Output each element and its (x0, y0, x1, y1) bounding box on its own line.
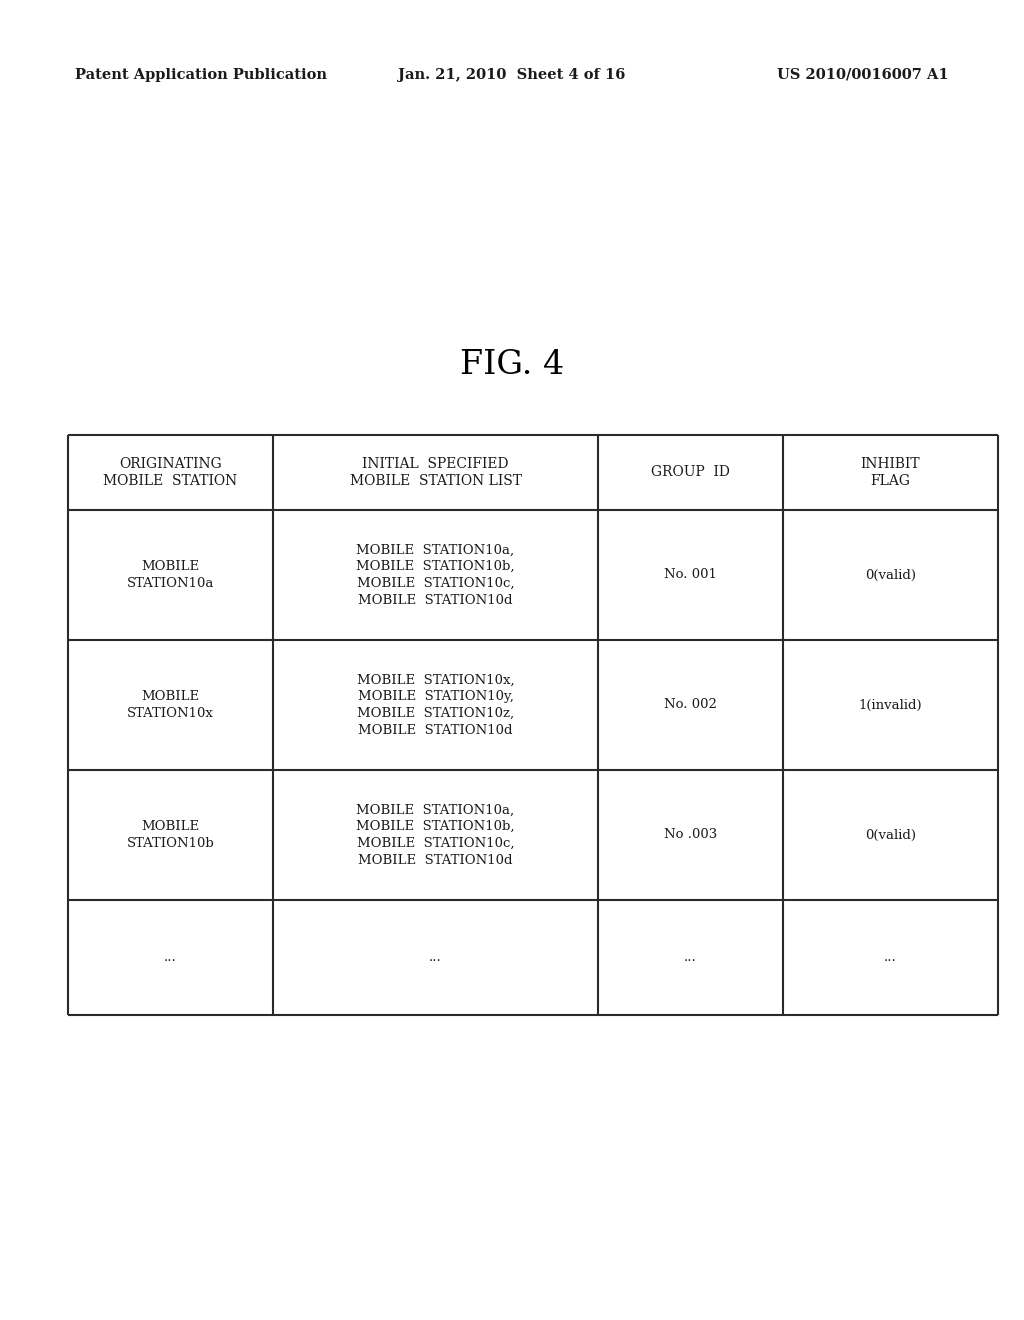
Text: INHIBIT
FLAG: INHIBIT FLAG (861, 457, 921, 488)
Text: MOBILE
STATION10a: MOBILE STATION10a (127, 560, 214, 590)
Text: MOBILE  STATION10x,
MOBILE  STATION10y,
MOBILE  STATION10z,
MOBILE  STATION10d: MOBILE STATION10x, MOBILE STATION10y, MO… (356, 673, 514, 737)
Text: MOBILE  STATION10a,
MOBILE  STATION10b,
MOBILE  STATION10c,
MOBILE  STATION10d: MOBILE STATION10a, MOBILE STATION10b, MO… (356, 804, 515, 867)
Text: ORIGINATING
MOBILE  STATION: ORIGINATING MOBILE STATION (103, 457, 238, 488)
Text: ...: ... (429, 950, 442, 964)
Text: MOBILE
STATION10x: MOBILE STATION10x (127, 690, 214, 719)
Text: 0(valid): 0(valid) (865, 569, 916, 582)
Text: ...: ... (884, 950, 897, 964)
Text: 1(invalid): 1(invalid) (859, 698, 923, 711)
Text: ...: ... (684, 950, 697, 964)
Text: Patent Application Publication: Patent Application Publication (75, 69, 327, 82)
Text: 0(valid): 0(valid) (865, 829, 916, 842)
Text: MOBILE
STATION10b: MOBILE STATION10b (127, 820, 214, 850)
Text: No. 002: No. 002 (664, 698, 717, 711)
Text: No. 001: No. 001 (664, 569, 717, 582)
Text: US 2010/0016007 A1: US 2010/0016007 A1 (777, 69, 949, 82)
Text: ...: ... (164, 950, 177, 964)
Text: MOBILE  STATION10a,
MOBILE  STATION10b,
MOBILE  STATION10c,
MOBILE  STATION10d: MOBILE STATION10a, MOBILE STATION10b, MO… (356, 544, 515, 607)
Text: No .003: No .003 (664, 829, 717, 842)
Text: FIG. 4: FIG. 4 (460, 348, 564, 381)
Text: Jan. 21, 2010  Sheet 4 of 16: Jan. 21, 2010 Sheet 4 of 16 (398, 69, 626, 82)
Text: INITIAL  SPECIFIED
MOBILE  STATION LIST: INITIAL SPECIFIED MOBILE STATION LIST (349, 457, 521, 488)
Text: GROUP  ID: GROUP ID (651, 466, 730, 479)
